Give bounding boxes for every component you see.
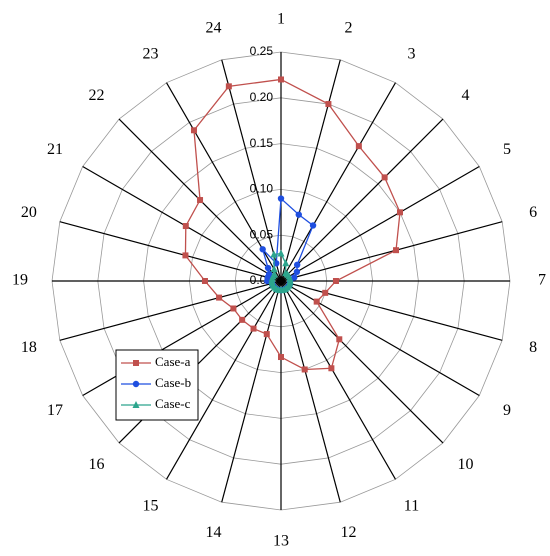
marker bbox=[277, 249, 285, 257]
category-label: 8 bbox=[529, 339, 537, 356]
category-label: 18 bbox=[21, 339, 37, 356]
spoke bbox=[280, 280, 397, 480]
spoke bbox=[280, 118, 444, 282]
marker bbox=[293, 268, 301, 276]
marker bbox=[270, 250, 278, 258]
marker bbox=[225, 83, 232, 90]
spoke bbox=[59, 280, 282, 341]
spoke bbox=[280, 280, 503, 341]
spoke bbox=[221, 59, 282, 282]
r-tick-label: 0.20 bbox=[250, 90, 274, 104]
marker bbox=[355, 143, 362, 150]
category-label: 4 bbox=[462, 87, 470, 104]
marker bbox=[301, 366, 308, 373]
marker bbox=[271, 270, 279, 278]
legend-label: Case-c bbox=[155, 396, 191, 411]
spoke bbox=[280, 280, 480, 397]
marker bbox=[309, 222, 317, 229]
marker bbox=[259, 246, 266, 253]
category-label: 19 bbox=[12, 272, 28, 289]
category-label: 11 bbox=[404, 498, 419, 515]
category-label: 9 bbox=[503, 402, 511, 419]
marker bbox=[263, 331, 270, 338]
category-label: 20 bbox=[21, 204, 37, 221]
spoke bbox=[280, 280, 341, 503]
category-label: 22 bbox=[88, 87, 104, 104]
marker bbox=[265, 270, 273, 278]
legend-label: Case-a bbox=[155, 354, 191, 369]
marker bbox=[313, 298, 320, 305]
marker bbox=[325, 101, 332, 108]
category-label: 14 bbox=[205, 524, 221, 541]
marker bbox=[182, 252, 189, 259]
marker bbox=[133, 360, 139, 366]
r-tick-label: 0.25 bbox=[250, 44, 274, 58]
marker bbox=[282, 259, 290, 267]
category-label: 13 bbox=[273, 533, 289, 550]
category-label: 23 bbox=[143, 46, 159, 63]
category-label: 10 bbox=[458, 456, 474, 473]
spoke bbox=[165, 280, 282, 480]
category-label: 6 bbox=[529, 204, 537, 221]
marker bbox=[393, 247, 400, 254]
spoke bbox=[82, 165, 282, 282]
r-tick-label: 0.10 bbox=[250, 182, 274, 196]
category-label: 12 bbox=[341, 524, 357, 541]
spoke bbox=[280, 82, 397, 282]
category-label: 16 bbox=[88, 456, 104, 473]
category-label: 2 bbox=[345, 20, 353, 37]
marker bbox=[381, 174, 388, 181]
marker bbox=[132, 401, 140, 408]
category-label: 3 bbox=[408, 46, 416, 63]
spoke bbox=[280, 221, 503, 282]
category-label: 1 bbox=[277, 11, 285, 28]
marker bbox=[293, 261, 301, 269]
marker bbox=[190, 127, 197, 134]
marker bbox=[132, 380, 140, 388]
marker bbox=[278, 76, 284, 83]
spoke bbox=[280, 165, 480, 282]
category-label: 5 bbox=[503, 141, 511, 158]
marker bbox=[322, 289, 329, 296]
marker bbox=[197, 197, 204, 204]
marker bbox=[264, 264, 272, 272]
legend-box bbox=[115, 349, 199, 421]
marker bbox=[336, 336, 343, 343]
marker bbox=[216, 294, 223, 301]
category-label: 17 bbox=[47, 402, 63, 419]
marker bbox=[295, 211, 302, 218]
marker bbox=[230, 305, 237, 312]
marker bbox=[201, 278, 208, 284]
marker bbox=[277, 195, 285, 202]
r-tick-label: 0.15 bbox=[250, 136, 274, 150]
category-label: 15 bbox=[143, 498, 159, 515]
marker bbox=[270, 265, 278, 273]
marker bbox=[239, 316, 246, 323]
marker bbox=[332, 278, 339, 284]
spoke bbox=[280, 59, 341, 282]
spoke bbox=[280, 280, 444, 444]
marker bbox=[182, 223, 189, 230]
legend: Case-a Case-b Case-c bbox=[115, 349, 199, 421]
marker bbox=[278, 354, 284, 361]
legend-label: Case-b bbox=[155, 375, 191, 390]
marker bbox=[328, 365, 335, 372]
category-label: 21 bbox=[47, 141, 63, 158]
category-label: 24 bbox=[205, 20, 221, 37]
marker bbox=[250, 325, 257, 332]
marker bbox=[396, 209, 403, 216]
category-label: 7 bbox=[538, 272, 546, 289]
spoke bbox=[59, 221, 282, 282]
r-tick-label: 0.05 bbox=[250, 227, 274, 241]
spoke bbox=[221, 280, 282, 503]
